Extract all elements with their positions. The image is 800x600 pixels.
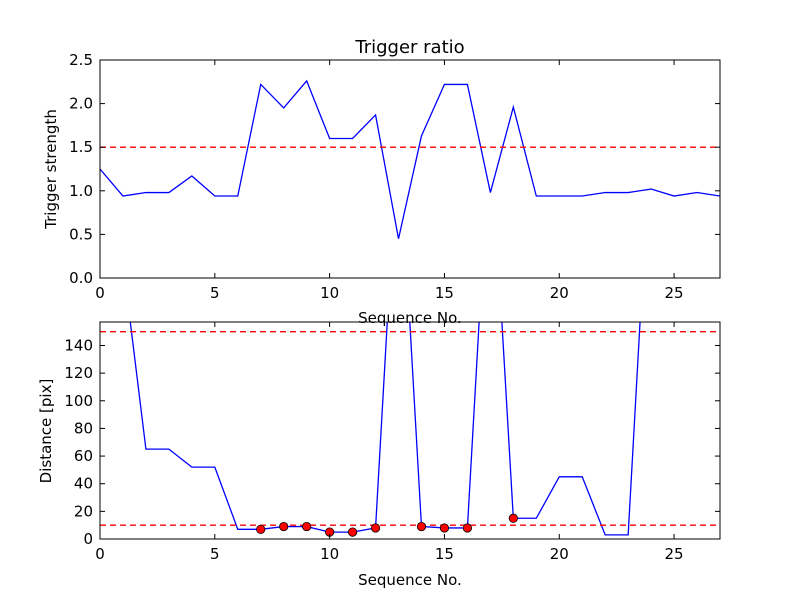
y-axis-label: Trigger strength	[42, 109, 60, 230]
x-tick-label: 15	[435, 545, 454, 563]
data-point-marker	[508, 513, 518, 523]
plot-area	[100, 322, 720, 536]
y-axis-label: Distance [pix]	[37, 379, 55, 484]
x-tick-label: 20	[550, 545, 569, 563]
x-axis-label: Sequence No.	[358, 571, 462, 589]
data-point-marker	[302, 521, 312, 532]
y-tick-label: 120	[64, 364, 93, 382]
y-tick-label: 60	[74, 447, 93, 465]
x-tick-label: 0	[95, 545, 105, 563]
x-tick-label: 5	[210, 284, 220, 302]
distance-plot: Sequence No. Distance [pix] 0 5 10 15 20 25 0 2…	[37, 321, 721, 589]
data-point-marker	[439, 523, 450, 533]
y-tick-label: 0	[83, 530, 93, 548]
data-point-marker	[279, 521, 289, 532]
y-tick-label: 40	[74, 475, 93, 493]
axes-frame	[99, 321, 721, 540]
y-tick-label: 0.0	[69, 269, 93, 287]
y-tick-label: 140	[64, 336, 93, 354]
y-tick-label: 100	[64, 392, 93, 410]
series-line-0	[129, 322, 641, 536]
y-tick-label: 0.5	[69, 225, 93, 243]
axes-frame	[99, 59, 721, 279]
series-line-0	[100, 79, 720, 239]
y-tick-label: 1.0	[69, 182, 93, 200]
data-point-marker	[347, 527, 358, 537]
x-tick-label: 5	[210, 545, 220, 563]
x-tick-label: 25	[665, 545, 684, 563]
data-point-marker	[462, 523, 473, 533]
trigger-ratio-plot: Trigger ratio Sequence No. Trigger stren…	[42, 37, 721, 327]
chart-title: Trigger ratio	[354, 37, 464, 58]
data-point-marker	[370, 523, 381, 533]
x-tick-label: 10	[320, 284, 339, 302]
x-tick-label: 25	[665, 284, 684, 302]
plot-area	[100, 79, 720, 239]
x-tick-label: 20	[550, 284, 569, 302]
x-tick-label: 10	[320, 545, 339, 563]
y-tick-label: 1.5	[69, 138, 93, 156]
y-tick-label: 2.0	[69, 95, 93, 113]
x-tick-label: 15	[435, 284, 454, 302]
data-point-marker	[416, 521, 427, 532]
y-tick-label: 20	[74, 502, 93, 520]
y-tick-label: 2.5	[69, 51, 93, 69]
x-tick-label: 0	[95, 284, 105, 302]
y-tick-label: 80	[74, 419, 93, 437]
data-point-marker	[256, 524, 266, 534]
